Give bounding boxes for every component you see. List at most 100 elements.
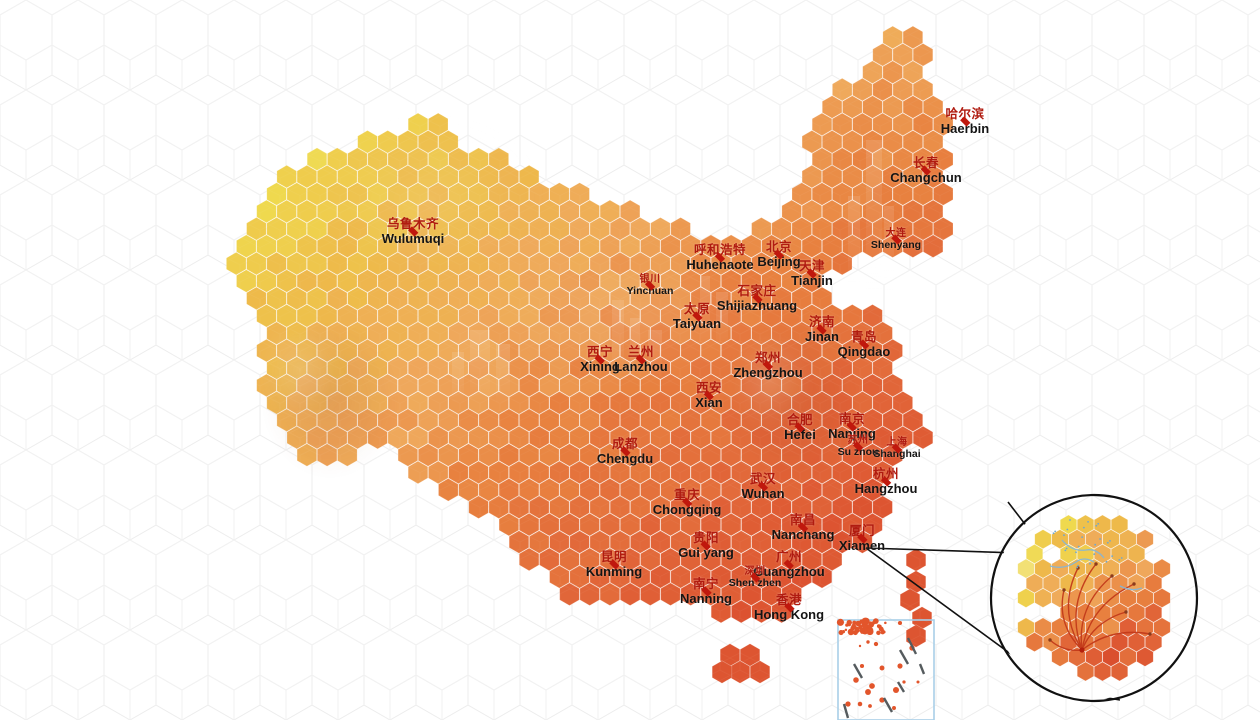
city-label-huhehaote[interactable]: 呼和浩特 Huhehaote [686,244,753,271]
city-name-cn: 大连 [885,228,907,239]
city-label-xian[interactable]: 西安 Xian [695,382,722,409]
city-name-cn: 郑州 [754,351,782,365]
city-label-qingdao[interactable]: 青岛 Qingdao [838,331,891,358]
city-name-en: Jinan [805,328,839,344]
city-label-wulumuqi[interactable]: 乌鲁木齐 Wulumuqi [382,218,445,245]
city-name-cn: 南京 [838,412,866,426]
city-name-en: Chongqing [652,501,722,517]
city-label-shenyang[interactable]: 大连 Shenyang [870,228,922,252]
city-name-en: Qingdao [837,343,891,359]
city-name-en: Nanjing [828,425,876,441]
city-name-en: Changchun [890,169,962,185]
city-label-lanzhou[interactable]: 兰州 Lanzhou [614,346,667,373]
city-name-cn: 长春 [912,156,939,170]
city-label-taiyuan[interactable]: 太原 Taiyuan [673,303,721,330]
city-label-haerbin[interactable]: 哈尔滨 Haerbin [941,108,989,135]
city-name-cn: 南宁 [692,577,719,591]
city-label-tianjin[interactable]: 天津 Tianjin [791,260,833,287]
city-name-cn: 南昌 [789,513,816,527]
city-label-shijiazhuang[interactable]: 石家庄 Shijiazhuang [717,285,797,312]
city-name-en: Nanchang [771,526,835,542]
city-name-en: Taiyuan [672,315,722,331]
inset-content [993,497,1195,699]
city-label-shanghai[interactable]: 上海 Shanghai [873,437,921,461]
city-name-cn: 广州 [775,550,802,564]
city-label-xining[interactable]: 西宁 Xining [580,346,620,373]
city-label-yinchuan[interactable]: 银川 Yinchuan [626,274,674,298]
city-label-beijing[interactable]: 北京 Beijing [757,241,800,268]
city-name-en: Shen zhen [728,577,782,590]
city-label-shen-zhen[interactable]: 深圳 Shen zhen [728,566,782,590]
city-name-cn: 太原 [683,302,711,316]
city-name-cn: 西宁 [586,345,613,359]
city-label-hong-kong[interactable]: 香港 Hong Kong [754,594,824,621]
city-label-su-zhou[interactable]: 苏州 Su zhou [837,435,879,459]
city-name-en: Hong Kong [753,606,825,622]
city-name-cn: 深圳 [744,566,766,577]
city-label-zhengzhou[interactable]: 郑州 Zhengzhou [733,352,802,379]
city-label-gui-yang[interactable]: 贵阳 Gui yang [678,532,734,559]
city-name-en: Shijiazhuang [716,297,798,313]
city-label-wuhan[interactable]: 武汉 Wuhan [741,473,784,500]
city-name-cn: 青岛 [850,330,877,344]
city-label-hangzhou[interactable]: 杭州 Hangzhou [855,468,918,495]
city-name-cn: 武汉 [749,472,776,486]
city-name-en: Tianjin [791,272,833,288]
city-label-jinan[interactable]: 济南 Jinan [805,316,839,343]
city-name-cn: 石家庄 [737,284,777,298]
city-name-en: Su zhou [837,446,879,459]
city-label-hefei[interactable]: 合肥 Hefei [784,414,816,441]
city-name-en: Gui yang [678,544,734,560]
city-name-cn: 重庆 [673,488,700,502]
city-name-cn: 兰州 [627,345,654,359]
city-name-cn: 天津 [798,259,825,273]
city-label-nanchang[interactable]: 南昌 Nanchang [772,514,835,541]
city-name-en: Nanning [680,590,732,606]
city-name-cn: 济南 [808,315,835,329]
scatter-panel [836,617,935,720]
city-name-cn: 厦门 [848,524,875,538]
city-name-cn: 哈尔滨 [945,107,985,121]
city-label-xiamen[interactable]: 厦门 Xiamen [839,525,885,552]
city-name-en: Haerbin [940,120,990,136]
city-name-en: Huhehaote [686,256,754,272]
city-name-en: Wuhan [741,485,785,501]
city-name-en: Hangzhou [854,480,918,496]
city-name-en: Wulumuqi [381,230,445,246]
city-name-cn: 西安 [695,381,722,395]
city-label-nanning[interactable]: 南宁 Nanning [680,578,732,605]
city-name-cn: 杭州 [872,467,900,481]
city-name-en: Xian [695,394,723,410]
city-name-en: Lanzhou [614,358,668,374]
city-name-en: Chengdu [596,450,654,466]
city-name-cn: 昆明 [600,550,628,564]
city-name-en: Xiamen [838,537,886,553]
city-name-en: Beijing [757,253,801,269]
city-name-en: Zhengzhou [733,364,803,380]
city-name-cn: 上海 [886,437,908,448]
city-name-en: Kunming [585,563,643,579]
city-name-en: Xining [580,358,620,374]
city-name-cn: 香港 [775,593,803,607]
city-label-kunming[interactable]: 昆明 Kunming [586,551,642,578]
city-name-en: Guangzhou [753,563,825,579]
city-name-cn: 贵阳 [692,531,719,545]
city-label-nanjing[interactable]: 南京 Nanjing [828,413,876,440]
city-label-guangzhou[interactable]: 广州 Guangzhou [753,551,825,578]
city-label-chengdu[interactable]: 成都 Chengdu [597,438,653,465]
city-name-en: Shenyang [870,239,922,252]
city-name-en: Hefei [784,426,816,442]
city-label-chongqing[interactable]: 重庆 Chongqing [653,489,722,516]
city-name-cn: 北京 [765,240,792,254]
city-name-cn: 成都 [611,437,639,451]
city-name-cn: 银川 [639,274,661,285]
city-label-changchun[interactable]: 长春 Changchun [890,157,962,184]
city-name-cn: 合肥 [786,413,814,427]
city-name-cn: 乌鲁木齐 [386,217,439,231]
magnifier-outline [989,493,1199,703]
city-name-cn: 苏州 [847,435,869,446]
city-name-en: Shanghai [873,448,921,461]
city-name-en: Yinchuan [626,285,674,298]
